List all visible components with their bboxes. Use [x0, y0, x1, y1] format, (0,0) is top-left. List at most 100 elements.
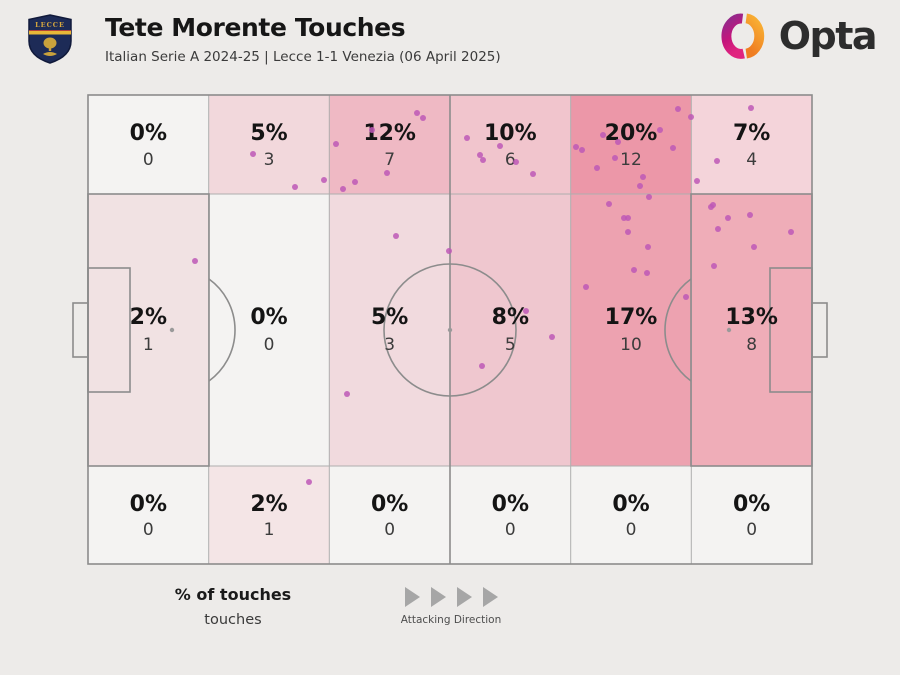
touch-dot	[725, 215, 731, 221]
touch-dot	[497, 143, 503, 149]
pitch-zone	[570, 194, 692, 466]
zone-percent-label: 0%	[130, 492, 167, 517]
touch-dot	[340, 186, 346, 192]
touch-dot	[477, 152, 483, 158]
touch-dot	[625, 215, 631, 221]
zone-percent-label: 2%	[250, 492, 287, 517]
touch-dot	[420, 115, 426, 121]
pitch-zone	[691, 466, 812, 564]
pitch-markings	[72, 94, 828, 565]
touch-dot	[479, 363, 485, 369]
right-arrow-icon	[404, 587, 420, 607]
page-title: Tete Morente Touches	[105, 13, 406, 42]
zone-count-label: 12	[620, 150, 642, 170]
pitch-zone	[88, 194, 209, 466]
attacking-direction: Attacking Direction	[378, 587, 524, 626]
touch-dot	[683, 294, 689, 300]
touch-dot	[612, 155, 618, 161]
zone-labels: 0%05%312%710%620%127%42%10%05%38%517%101…	[130, 121, 778, 540]
pitch-zone	[570, 466, 692, 564]
touch-dot	[192, 258, 198, 264]
touch-dot	[788, 229, 794, 235]
pitch-zone	[329, 194, 450, 466]
zone-count-label: 0	[143, 150, 154, 170]
zone-percent-label: 0%	[733, 492, 770, 517]
zone-percent-label: 0%	[492, 492, 529, 517]
attacking-direction-label: Attacking Direction	[400, 614, 502, 626]
touch-dot	[321, 177, 327, 183]
touch-dot	[688, 114, 694, 120]
pitch-zone	[88, 466, 209, 564]
touch-dot	[344, 391, 350, 397]
zone-percent-label: 10%	[484, 121, 537, 146]
zone-count-label: 0	[264, 335, 275, 355]
touch-dot	[657, 127, 663, 133]
touch-dot	[333, 141, 339, 147]
touch-dot	[644, 270, 650, 276]
zone-count-label: 5	[505, 335, 516, 355]
touch-dot	[670, 145, 676, 151]
zone-percent-label: 17%	[605, 305, 658, 330]
touch-dot	[748, 105, 754, 111]
pitch-spots	[169, 327, 732, 333]
zone-percent-label: 7%	[733, 121, 770, 146]
pitch-zone	[450, 95, 571, 194]
zone-percent-label: 5%	[250, 121, 287, 146]
pitch-zone	[691, 95, 812, 194]
touch-dot	[549, 334, 555, 340]
touch-dot	[446, 248, 452, 254]
touch-dot	[464, 135, 470, 141]
touch-dot	[530, 171, 536, 177]
svg-text:LECCE: LECCE	[35, 21, 65, 29]
touch-dot	[523, 308, 529, 314]
zone-percent-label: 5%	[371, 305, 408, 330]
zone-count-label: 8	[746, 335, 757, 355]
zone-count-label: 4	[746, 150, 757, 170]
touch-dot	[480, 157, 486, 163]
attacking-direction-arrows	[378, 587, 524, 607]
title-block: Tete Morente Touches Italian Serie A 202…	[105, 13, 501, 65]
zone-count-label: 0	[384, 520, 395, 540]
touch-dot	[615, 139, 621, 145]
touch-dot	[645, 244, 651, 250]
touch-dot	[714, 158, 720, 164]
right-arrow-icon	[482, 587, 498, 607]
touch-dot	[306, 479, 312, 485]
opta-logo-text: Opta	[778, 14, 878, 58]
zone-count-label: 0	[505, 520, 516, 540]
zone-percent-label: 0%	[130, 121, 167, 146]
pitch-zone	[570, 95, 692, 194]
zone-count-label: 0	[143, 520, 154, 540]
pitch-zone	[208, 194, 330, 466]
touch-dot	[751, 244, 757, 250]
opta-logo-icon	[721, 13, 764, 59]
touch-dot	[414, 110, 420, 116]
touch-dot	[393, 233, 399, 239]
right-arrow-icon	[456, 587, 472, 607]
lecce-club-badge-icon: LECCE	[28, 14, 72, 64]
touch-dot	[646, 194, 652, 200]
pitch-zone	[691, 194, 812, 466]
zone-count-label: 10	[620, 335, 642, 355]
touch-dot	[625, 229, 631, 235]
zone-percent-label: 13%	[725, 305, 778, 330]
zone-count-label: 6	[505, 150, 516, 170]
touch-dot	[675, 106, 681, 112]
pitch-zone	[208, 95, 330, 194]
zone-percent-label: 20%	[605, 121, 658, 146]
legend-primary-label: % of touches	[174, 585, 292, 604]
touch-dot	[513, 159, 519, 165]
zone-percent-label: 0%	[612, 492, 649, 517]
touch-dot	[711, 263, 717, 269]
touch-dot	[637, 183, 643, 189]
touch-dot	[292, 184, 298, 190]
touch-dot	[747, 212, 753, 218]
zone-count-label: 1	[143, 335, 154, 355]
touch-dot	[579, 147, 585, 153]
pitch-zone	[450, 194, 571, 466]
header: LECCE Tete Morente Touches Italian Serie…	[0, 0, 900, 90]
zone-count-label: 3	[384, 335, 395, 355]
page-subtitle: Italian Serie A 2024-25 | Lecce 1-1 Vene…	[105, 49, 501, 65]
touch-dot	[600, 132, 606, 138]
